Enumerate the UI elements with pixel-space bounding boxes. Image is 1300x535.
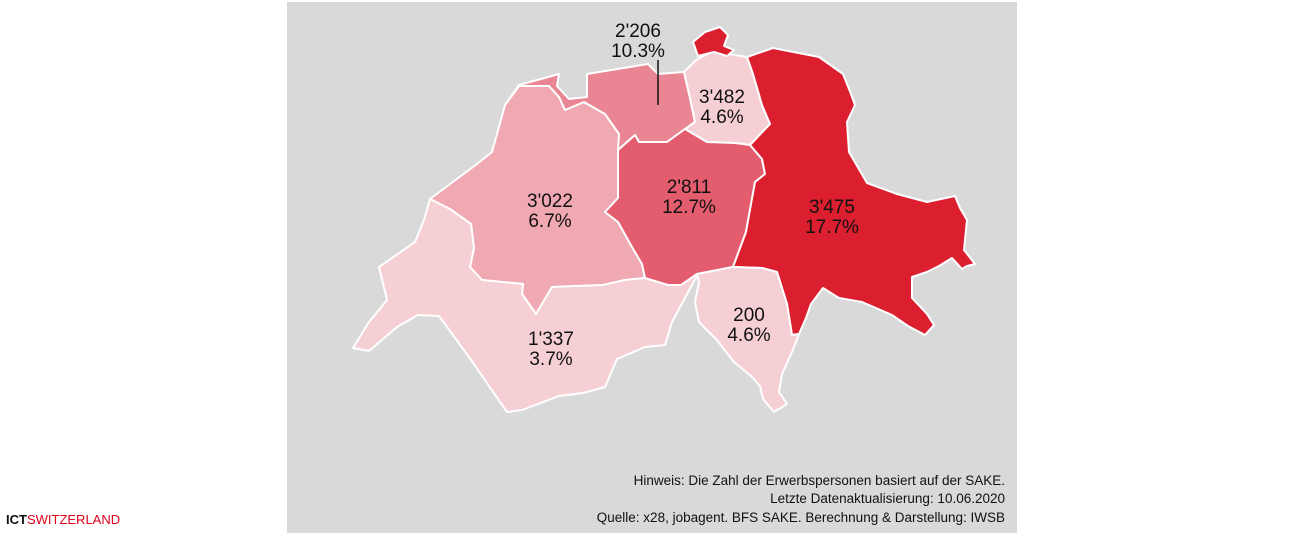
share-text: 6.7% — [528, 211, 572, 232]
switzerland-map — [352, 26, 976, 413]
note-hint: Hinweis: Die Zahl der Erwerbspersonen ba… — [633, 472, 1005, 488]
share-text: 12.7% — [662, 197, 716, 218]
label-zuerich: 3'482 4.6% — [699, 88, 745, 128]
label-zentralschweiz: 2'811 12.7% — [662, 178, 716, 218]
label-nordwestschweiz: 2'206 10.3% — [611, 22, 665, 62]
region-ostschweiz-schaffhausen[interactable] — [692, 26, 735, 57]
region-genferseeregion[interactable] — [352, 198, 700, 413]
region-ostschweiz[interactable] — [732, 47, 976, 336]
count-text: 2'811 — [666, 177, 712, 198]
note-source: Quelle: x28, jobagent. BFS SAKE. Berechn… — [596, 509, 1005, 525]
label-ostschweiz: 3'475 17.7% — [805, 198, 859, 238]
count-text: 2'206 — [615, 21, 661, 42]
share-text: 4.6% — [727, 325, 771, 346]
note-update: Letzte Datenaktualisierung: 10.06.2020 — [770, 491, 1005, 506]
count-text: 3'022 — [527, 191, 573, 212]
map-panel: 3'022 6.7% 1'337 3.7% 2'206 10.3% 3'482 … — [287, 2, 1017, 533]
count-text: 200 — [733, 305, 765, 326]
region-tessin[interactable] — [694, 266, 800, 413]
label-genferseeregion: 1'337 3.7% — [528, 330, 574, 370]
count-text: 3'475 — [809, 197, 855, 218]
label-tessin: 200 4.6% — [727, 306, 770, 346]
share-text: 3.7% — [529, 349, 573, 370]
logo-part-ict: ICT — [6, 512, 27, 527]
share-text: 17.7% — [805, 217, 859, 238]
ictswitzerland-logo: ICTSWITZERLAND — [6, 512, 120, 527]
source-notes: Hinweis: Die Zahl der Erwerbspersonen ba… — [597, 472, 1005, 528]
share-text: 4.6% — [700, 107, 744, 128]
logo-part-switzerland: SWITZERLAND — [26, 512, 121, 527]
label-espace-mittelland: 3'022 6.7% — [527, 192, 573, 232]
share-text: 10.3% — [611, 41, 665, 62]
count-text: 3'482 — [699, 87, 745, 108]
count-text: 1'337 — [528, 329, 574, 350]
